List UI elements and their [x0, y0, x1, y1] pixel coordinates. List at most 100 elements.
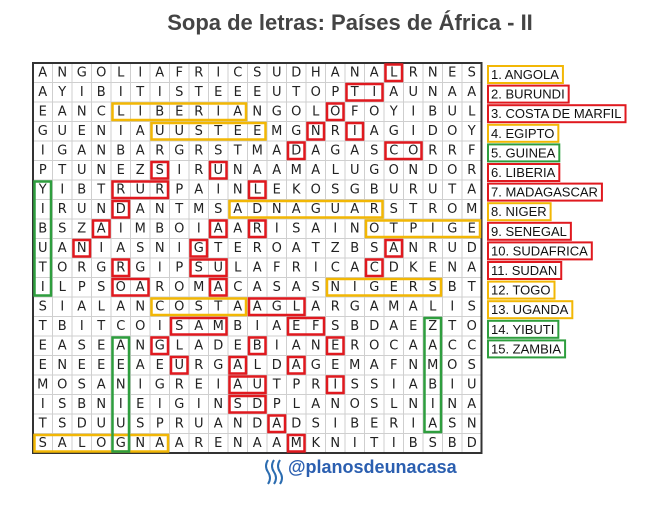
word-highlight: [208, 219, 228, 239]
word-highlight: [247, 219, 267, 239]
word-label: 11. SUDAN: [491, 263, 557, 278]
word-highlight: [208, 277, 228, 297]
word-label: 4. EGIPTO: [491, 126, 554, 141]
grid-row: EANCLIBERIANGOLOFOYIBUL: [39, 104, 476, 119]
word-box: [487, 261, 563, 280]
word-box: [487, 339, 567, 359]
grid-row: IRUNDANTMSADNAGUARSTROM: [41, 202, 478, 217]
handle: @planosdeunacasa: [288, 457, 458, 477]
word-list: 1. ANGOLA 2. BURUNDI 3. COSTA DE MARFIL 4. …: [487, 65, 627, 359]
word-highlight: [189, 258, 228, 278]
word-highlight: [111, 336, 131, 453]
grid-row: ISBNIEIGINSDPLANOSLNINA: [41, 397, 476, 412]
word-label: 8. NIGER: [491, 204, 547, 219]
word-highlight: [150, 160, 170, 180]
grid-row: SALOGNAARENAAMKNITIBSBD: [39, 436, 477, 451]
grid-row: TBITCOISAMBIAEFSBDAEZTO: [38, 319, 477, 334]
word-highlight: [111, 180, 170, 200]
word-highlight: [325, 336, 345, 356]
grid-row: ANGOLIAFRICSUDHANALRNES: [38, 65, 476, 80]
grid-row: MOSANIGREIAUTPRISSIABIU: [37, 377, 476, 392]
word-box: [487, 65, 564, 84]
word-highlight: [228, 199, 384, 219]
word-highlight: [384, 238, 404, 258]
word-label: 13. UGANDA: [491, 302, 569, 317]
word-highlight: [384, 63, 404, 83]
word-label: 5. GUINEA: [491, 145, 556, 160]
word-highlight: [150, 297, 248, 317]
grid-row: IGANBARGRSTMADAGASCORRF: [41, 143, 476, 158]
grid-row: EASEANGLADEBIANEROCAACC: [39, 338, 477, 353]
word-label: 14. YIBUTI: [491, 322, 554, 337]
word-box: [487, 104, 627, 124]
grid-row: YIBTRURPAINLEKOSGBURUTA: [38, 182, 477, 197]
word-highlight: [91, 219, 111, 239]
word-highlight: [33, 433, 170, 453]
title: Sopa de letras: Países de África - II: [167, 10, 533, 35]
grid-row: AYIBITISTEEEUTOPTIAUNAA: [38, 85, 476, 100]
word-highlight: [247, 297, 306, 317]
word-highlight: [189, 238, 209, 258]
word-highlight: [267, 414, 287, 434]
word-highlight: [364, 219, 482, 239]
word-highlight: [150, 121, 267, 141]
word-label: 12. TOGO: [491, 283, 551, 298]
word-highlight: [286, 355, 306, 375]
word-label: 2. BURUNDI: [491, 87, 565, 102]
word-highlight: [325, 277, 443, 297]
word-box: [487, 319, 560, 339]
grid-row: TSDUUSPRUANDADSIBERIASN: [38, 416, 477, 431]
grid-row: ENEEEAEURGALDAGEMAFNMOS: [39, 358, 476, 373]
word-highlight: [345, 121, 365, 141]
found-words: [33, 63, 482, 453]
word-highlight: [247, 180, 267, 200]
grid-row: TORGRGIPSULAFRICACDKENA: [38, 260, 477, 275]
word-box: [487, 123, 560, 143]
word-box: [487, 241, 593, 261]
word-box: [487, 84, 570, 104]
word-highlight: [364, 258, 384, 278]
grid-row: ILPSOAROMACASASNIGERSBT: [41, 280, 476, 295]
word-highlight: [33, 180, 53, 297]
handle-icon: [265, 459, 283, 485]
word-highlight: [228, 355, 248, 375]
word-highlight: [111, 258, 131, 278]
word-highlight: [286, 433, 306, 453]
word-highlight: [325, 375, 345, 395]
letter-grid: [32, 62, 483, 454]
grid-row: BSZAIMBOIAARISAINOTPIGE: [38, 221, 476, 236]
word-label: 10. SUDAFRICA: [491, 243, 588, 258]
word-box: [487, 300, 574, 320]
word-highlight: [72, 238, 92, 258]
word-label: 7. MADAGASCAR: [491, 185, 598, 200]
grid-row: PTUNEZSIRUNAAMALUGONDOR: [39, 163, 476, 178]
grid-row: SIALANCOSTAAGLARGAMALIS: [39, 299, 476, 314]
word-highlight: [286, 141, 306, 161]
word-box: [487, 163, 561, 182]
word-label: 9. SENEGAL: [491, 224, 567, 239]
word-highlight: [325, 102, 345, 122]
word-highlight: [423, 316, 443, 434]
word-highlight: [228, 394, 267, 414]
word-label: 15. ZAMBIA: [491, 341, 561, 356]
grid-row: GUENIAUUSTEEMGNRIAGIDOY: [38, 124, 476, 139]
word-highlight: [345, 82, 384, 102]
word-box: [487, 143, 561, 163]
word-box: [487, 280, 556, 300]
word-label: 6. LIBERIA: [491, 165, 556, 180]
grid-row: UANIASNIGTEROATZBSANRUD: [38, 241, 477, 256]
word-highlight: [306, 121, 326, 141]
word-highlight: [111, 102, 248, 122]
word-highlight: [286, 316, 326, 336]
word-highlight: [150, 336, 170, 356]
word-highlight: [111, 277, 150, 297]
word-highlight: [384, 141, 423, 161]
word-highlight: [169, 355, 189, 375]
word-label: 3. COSTA DE MARFIL: [491, 106, 622, 121]
word-box: [487, 202, 552, 222]
word-highlight: [208, 160, 228, 180]
word-box: [487, 182, 603, 202]
word-highlight: [228, 375, 267, 395]
word-label: 1. ANGOLA: [491, 67, 559, 82]
